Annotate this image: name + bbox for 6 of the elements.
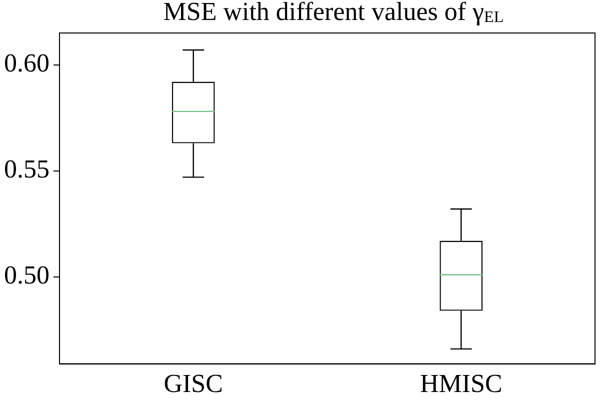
- chart-title: MSE with different values of γ$_{EL}$: [162, 0, 505, 26]
- y-tick-label: 0.50: [4, 260, 50, 290]
- x-tick-label: HMISC: [420, 369, 502, 398]
- x-tick-label: GISC: [164, 369, 223, 398]
- y-tick-label: 0.55: [4, 154, 50, 184]
- y-tick-label: 0.60: [4, 48, 50, 78]
